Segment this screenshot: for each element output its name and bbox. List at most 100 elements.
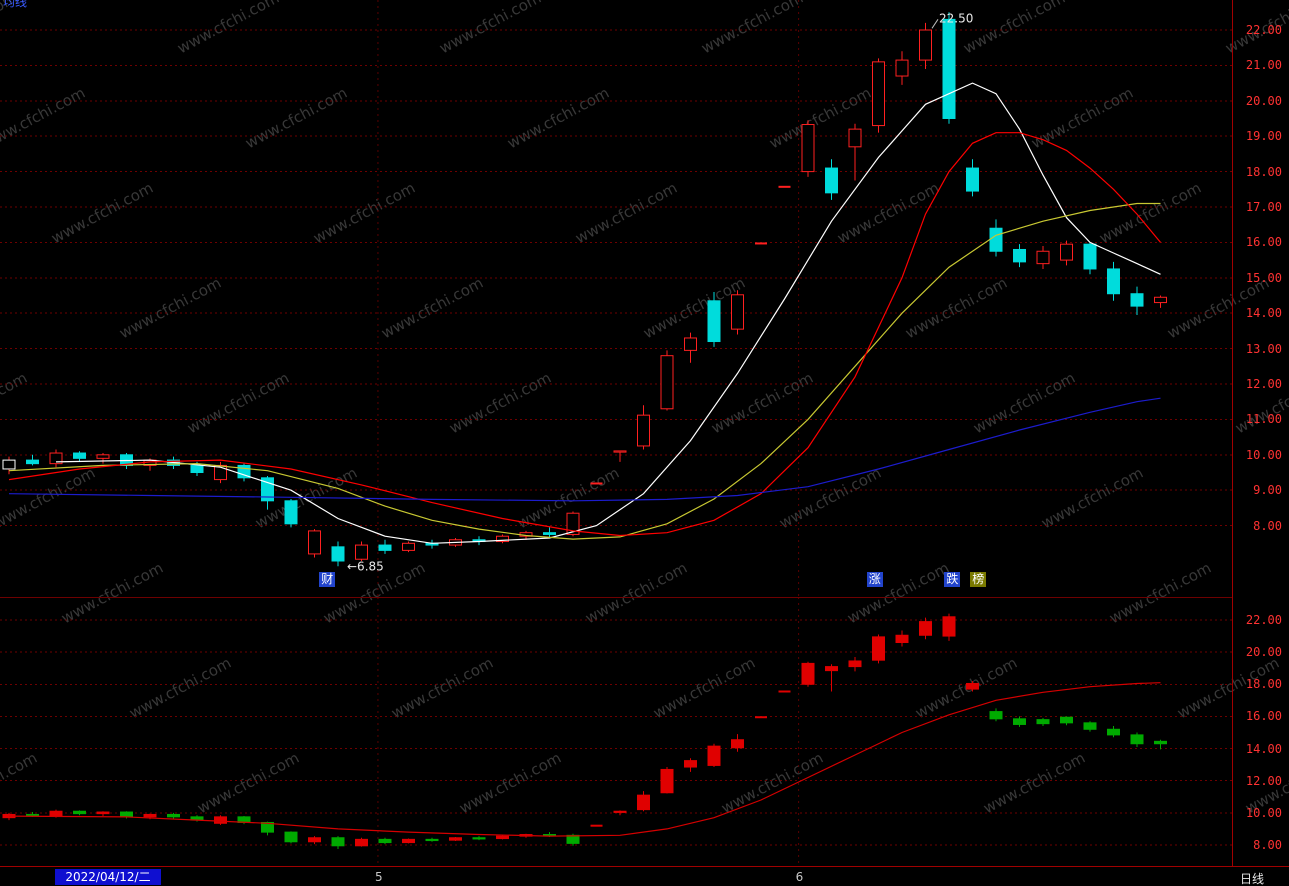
- candle-body: [308, 530, 321, 555]
- candle-body: [2, 459, 16, 470]
- candle-body: [402, 838, 415, 844]
- candle-body: [895, 59, 909, 77]
- price-tick-label: 14.00: [1245, 306, 1282, 321]
- month-label: 6: [795, 870, 804, 884]
- candle-body: [543, 532, 556, 535]
- candle-body: [214, 816, 227, 824]
- candle-body: [637, 414, 650, 447]
- price-tick-label: 22.00: [1245, 613, 1282, 627]
- candle-body: [73, 810, 86, 815]
- ma-line-ma-long-red: [8, 132, 1161, 537]
- candle-body: [378, 838, 392, 844]
- event-badge[interactable]: 财: [319, 572, 336, 587]
- event-badge[interactable]: 跌: [944, 572, 961, 587]
- candle-body: [731, 294, 744, 330]
- candle-body: [637, 794, 650, 811]
- candle-body: [1130, 734, 1144, 745]
- price-tick-label: 20.00: [1245, 645, 1282, 660]
- candle-body: [660, 768, 674, 794]
- ma-line-ma-slow-blue: [8, 397, 1161, 502]
- candle-body: [895, 634, 909, 643]
- corner-label: 均线: [3, 0, 28, 9]
- price-tick-label: 19.00: [1245, 129, 1282, 144]
- candle-body: [49, 452, 63, 465]
- candle-body: [566, 834, 580, 844]
- candle-body: [1130, 293, 1144, 307]
- price-tick-label: 18.00: [1245, 677, 1282, 692]
- candle-body: [1083, 243, 1097, 270]
- candle-body: [919, 29, 932, 61]
- candle-body: [496, 835, 509, 840]
- candle-body: [402, 542, 415, 551]
- candle-body: [566, 512, 580, 535]
- candle-body: [496, 535, 509, 543]
- candle-body: [472, 837, 486, 840]
- candle-body: [613, 810, 627, 813]
- candle-body: [942, 18, 956, 120]
- price-tick-label: 18.00: [1245, 164, 1282, 179]
- candle-body: [167, 813, 180, 818]
- candle-body: [120, 811, 133, 818]
- candle-body: [684, 337, 697, 351]
- event-badge[interactable]: 榜: [970, 572, 987, 587]
- main-kline-panel[interactable]: 22.50 ←6.85: [0, 0, 1232, 597]
- candle-body: [378, 544, 392, 551]
- candle-body: [190, 464, 204, 474]
- candle-body: [1013, 248, 1026, 263]
- month-label: 5: [374, 870, 383, 884]
- candle-body: [331, 546, 345, 562]
- price-tick-label: 14.00: [1245, 741, 1282, 756]
- candle-body: [942, 616, 956, 637]
- candle-body: [1107, 268, 1120, 295]
- price-tick-label: 9.00: [1253, 483, 1282, 498]
- ma-line-ma-red: [8, 682, 1161, 837]
- period-label[interactable]: 日线: [1240, 872, 1265, 886]
- price-tick-label: 12.00: [1245, 773, 1282, 788]
- candle-body: [26, 459, 39, 465]
- price-tick-label: 21.00: [1245, 58, 1282, 73]
- candle-body: [1083, 722, 1097, 730]
- price-tick-label: 17.00: [1245, 200, 1282, 214]
- status-bar: 2022/04/12/二 日线 5 6: [0, 866, 1289, 886]
- price-tick-label: 11.00: [1245, 412, 1282, 427]
- candle-body: [331, 837, 345, 847]
- candle-body: [660, 355, 674, 410]
- candle-body: [355, 544, 368, 560]
- candle-body: [872, 636, 885, 661]
- watermark-text: www.cfchi.com: [1232, 368, 1289, 438]
- candle-body: [308, 837, 321, 843]
- price-annotation: 22.50: [939, 11, 973, 25]
- price-tick-label: 8.00: [1253, 837, 1282, 852]
- candle-body: [73, 452, 86, 459]
- price-tick-label: 22.00: [1245, 23, 1282, 37]
- price-tick-label: 16.00: [1245, 709, 1282, 724]
- candle-body: [613, 450, 627, 453]
- price-tick-label: 20.00: [1245, 93, 1282, 108]
- price-tick-label: 16.00: [1245, 235, 1282, 250]
- price-tick-label: 10.00: [1245, 805, 1282, 820]
- candle-body: [801, 662, 815, 685]
- date-cell: 2022/04/12/二: [55, 869, 161, 885]
- candle-body: [49, 810, 63, 817]
- candle-body: [684, 760, 697, 768]
- price-tick-label: 12.00: [1245, 377, 1282, 391]
- candle-body: [707, 300, 721, 343]
- candle-body: [1154, 740, 1167, 745]
- ma-line-ma-mid-yellow: [8, 202, 1161, 540]
- candle-body: [989, 711, 1003, 720]
- candle-body: [825, 167, 838, 194]
- candle-body: [801, 124, 815, 173]
- price-tick-label: 10.00: [1245, 447, 1282, 462]
- panel-divider: [0, 597, 1232, 598]
- price-tick-label: 13.00: [1245, 341, 1282, 356]
- candle-body: [1036, 719, 1050, 725]
- candle-body: [1154, 296, 1167, 304]
- candle-body: [261, 821, 274, 833]
- watermark-text: www.cfchi.com: [1242, 748, 1289, 818]
- event-badge[interactable]: 涨: [866, 572, 883, 587]
- secondary-kline-panel[interactable]: [0, 597, 1232, 866]
- candle-body: [96, 811, 110, 815]
- price-axis-line: [1232, 0, 1233, 886]
